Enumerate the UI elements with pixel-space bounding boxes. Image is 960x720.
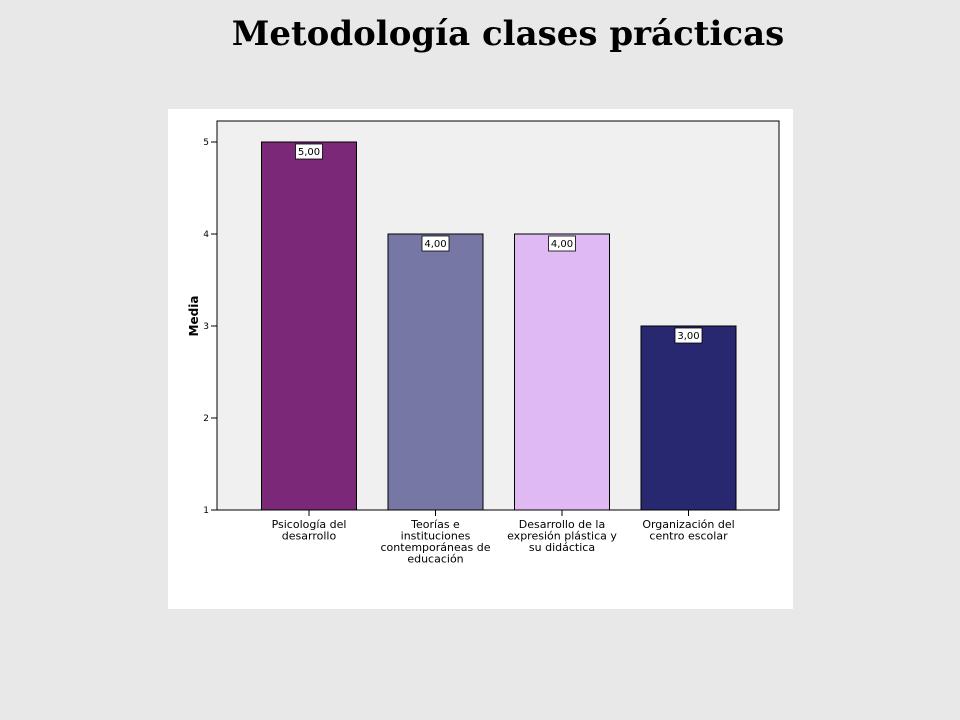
category-label-line: Psicología del: [272, 518, 347, 531]
y-tick-label-0: 1: [203, 506, 209, 516]
category-label-line: contemporáneas de: [381, 541, 491, 554]
data-label-1: 4,00: [424, 239, 446, 250]
category-label-line: centro escolar: [649, 530, 728, 543]
bar-chart: Media 1 2 3 4 5 5,00 Psicología del desarrollo 4…: [187, 120, 780, 566]
data-label-box-3: [674, 327, 703, 344]
data-label-box-0: [295, 143, 323, 160]
category-label-line: su didáctica: [529, 541, 595, 554]
category-label-3: Organización del centro escolar: [642, 518, 734, 543]
category-label-0: Psicología del desarrollo: [272, 518, 347, 543]
category-label-line: Desarrollo de la: [519, 518, 605, 531]
category-label-line: desarrollo: [282, 530, 337, 543]
data-label-3: 3,00: [677, 331, 699, 342]
data-label-2: 4,00: [551, 239, 573, 250]
y-tick-label-4: 5: [203, 138, 209, 148]
category-label-line: Organización del: [642, 518, 734, 531]
y-tick-label-1: 2: [203, 414, 209, 424]
category-label-line: instituciones: [401, 530, 471, 543]
data-label-box-1: [421, 235, 450, 252]
chart-panel: Media 1 2 3 4 5 5,00 Psicología del desarrollo 4…: [168, 109, 793, 609]
bar-2: [514, 233, 610, 511]
bar-3: [640, 325, 737, 511]
category-label-line: educación: [407, 553, 463, 566]
y-axis-label: Media: [187, 296, 201, 337]
y-tick-label-3: 4: [203, 230, 209, 240]
category-label-2: Desarrollo de la expresión plástica y su d…: [507, 518, 617, 554]
bar-0: [261, 141, 357, 511]
category-label-line: Teorías e: [410, 518, 460, 531]
category-label-1: Teorías e instituciones contemporáneas de e…: [381, 518, 491, 566]
bar-1: [387, 233, 484, 511]
data-label-0: 5,00: [298, 147, 320, 158]
data-label-box-2: [548, 235, 576, 252]
slide-title: Metodología clases prácticas: [231, 14, 785, 54]
y-tick-label-2: 3: [203, 322, 209, 332]
category-label-line: expresión plástica y: [507, 530, 617, 543]
